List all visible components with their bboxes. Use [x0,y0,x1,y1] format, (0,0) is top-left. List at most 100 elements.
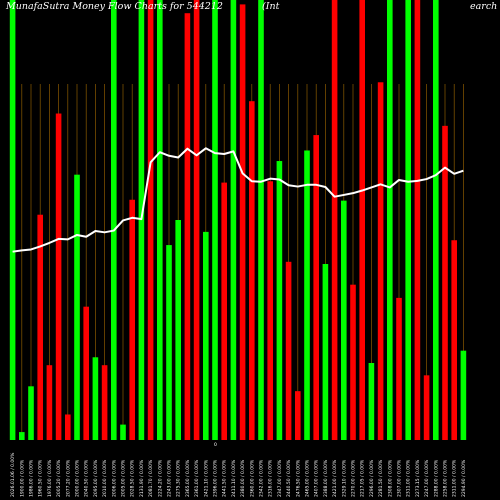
x-tick-label: 2270.00 / 0.00% [351,459,357,497]
x-tick-label: 2441.50 / 0.00% [222,459,228,497]
x-tick-label: 2258.00 / 0.00% [443,459,449,497]
money-flow-line [12,147,464,253]
x-tick-label: 2311.00 / 0.00% [452,459,458,497]
x-tick-label: 2396.00 / 0.00% [213,459,219,497]
bar-green-22 [212,0,218,440]
zero-label: 0 [214,442,217,448]
bar-green-11 [111,0,117,440]
bar-green-1 [19,432,25,440]
bar-red-25 [239,4,246,441]
bar-red-23 [221,182,227,440]
bar-red-31 [295,391,301,440]
bar-green-0 [9,0,16,440]
bar-red-37 [350,284,356,440]
x-tick-label: 2000.00 / 0.00% [75,459,81,497]
bar-green-27 [258,0,264,440]
x-tick-label: 2465.00 / 0.00% [305,459,311,497]
x-tick-label: 2296.00 / 0.00% [369,459,375,497]
bar-red-45 [423,375,430,440]
bar-red-47 [442,125,448,440]
x-tick-label: 2273.15 / 0.00% [415,459,421,497]
x-tick-label: 2440.50 / 0.00% [286,459,292,497]
bar-green-36 [341,200,347,440]
x-tick-label: 2365.00 / 0.00% [185,459,191,497]
bar-green-49 [460,350,467,440]
bar-red-15 [147,0,154,440]
x-tick-label: 2028.50 / 0.00% [130,459,136,497]
chart-subtitle-left: (Int [262,1,280,12]
x-tick-label: 2388.00 / 0.00% [323,459,329,497]
bar-green-43 [405,0,411,440]
bar-green-46 [433,0,439,440]
bar-green-17 [166,245,172,440]
bar-green-29 [276,161,283,441]
bar-red-38 [359,0,365,440]
bar-green-24 [230,0,237,440]
x-tick-label: 2095.00 / 0.00% [93,459,99,497]
x-tick-label: 2347.00 / 0.00% [277,459,283,497]
x-tick-label: 2307.00 / 0.00% [397,459,403,497]
line-series [12,147,464,253]
bar-red-30 [285,261,292,440]
bar-green-41 [387,0,393,440]
bar-red-42 [396,297,402,440]
x-tick-label: 2247.00 / 0.00% [424,459,430,497]
x-tick-label: 2224.20 / 0.00% [157,459,163,497]
x-tick-label: 2010.00 / 0.00% [102,459,108,497]
x-tick-label: 2288.00 / 0.00% [433,459,439,497]
bar-red-13 [129,199,135,440]
x-tick-label: 2026.01.06 / 0.00% [10,452,16,497]
bar-red-19 [184,13,191,440]
bar-red-6 [65,414,71,440]
x-tick-label: 2411.10 / 0.00% [231,459,237,497]
bar-green-16 [157,0,163,440]
bar-green-12 [120,424,126,440]
bar-red-28 [267,181,273,440]
bar-red-33 [313,135,319,440]
bar-red-48 [451,240,457,440]
x-tick-label: 2421.10 / 0.00% [203,459,209,497]
x-tick-label: 2243.00 / 0.00% [167,459,173,497]
bar-green-39 [368,363,375,440]
bar-red-5 [55,113,62,441]
x-tick-label: 2006.00 / 0.00% [111,459,117,497]
x-tick-label: 2316.00 / 0.00% [268,459,274,497]
x-tick-label: 2081.70 / 0.00% [148,459,154,497]
x-tick-label: 2275.30 / 0.00% [176,459,182,497]
x-tick-label: 2217.05 / 0.00% [360,459,366,497]
x-tick-labels: 2026.01.06 / 0.00% 1900.00 / 0.00% 1986.00… [10,452,467,497]
bar-green-7 [74,174,80,440]
x-tick-label: 2308.00 / 0.00% [387,459,393,497]
x-tick-label: 2329.10 / 0.00% [341,459,347,497]
x-tick-label: 2311.00 / 0.00% [406,459,412,497]
x-tick-label: 2360.00 / 0.00% [249,459,255,497]
bar-green-9 [92,357,99,440]
bar-green-21 [203,231,209,440]
bar-green-32 [304,150,310,441]
x-tick-label: 2005.20 / 0.00% [56,459,62,497]
bar-green-34 [322,264,329,440]
bar-red-35 [331,0,338,440]
x-tick-label: 2294.90 / 0.00% [461,459,467,497]
bar-series [9,0,467,441]
x-tick-label: 2380.00 / 0.00% [240,459,246,497]
bar-red-4 [46,365,53,440]
chart-subtitle-right: earch [470,1,497,12]
x-tick-label: 2005.00 / 0.00% [121,459,127,497]
bar-red-8 [83,306,89,440]
x-tick-label: 2421.00 / 0.00% [332,459,338,497]
bar-red-26 [249,101,255,440]
x-tick-label: 2342.00 / 0.00% [259,459,265,497]
bar-red-10 [101,365,108,440]
x-tick-label: 2077.20 / 0.00% [65,459,71,497]
x-tick-label: 2407.00 / 0.00% [314,459,320,497]
bar-red-44 [414,0,421,440]
x-tick-label: 2131.90 / 0.00% [139,459,145,497]
x-tick-label: 2361.00 / 0.00% [194,459,200,497]
bar-green-18 [175,220,181,440]
x-tick-label: 1986.00 / 0.00% [29,459,35,497]
x-tick-label: 1976.00 / 0.00% [47,459,53,497]
bar-red-3 [37,214,43,440]
x-tick-label: 2476.50 / 0.00% [295,459,301,497]
